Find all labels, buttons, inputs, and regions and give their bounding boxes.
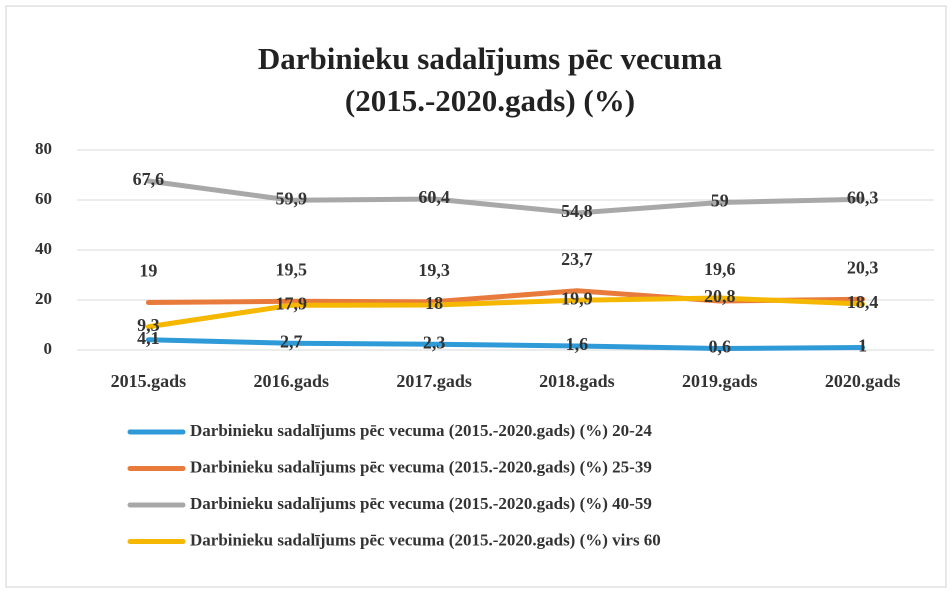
data-label: 0,6 (709, 337, 732, 357)
data-label: 60,4 (418, 187, 450, 207)
legend-label: Darbinieku sadalījums pēc vecuma (2015.-… (190, 494, 652, 513)
series-line (145, 337, 866, 351)
data-label: 20,3 (847, 257, 879, 277)
data-label: 19,9 (561, 288, 593, 308)
y-tick-label: 0 (44, 339, 53, 358)
data-label: 19,5 (276, 259, 308, 279)
x-tick-label: 2018.gads (539, 371, 615, 391)
x-tick-label: 2019.gads (682, 371, 758, 391)
legend-label: Darbinieku sadalījums pēc vecuma (2015.-… (190, 457, 652, 476)
data-label: 18,4 (847, 292, 879, 312)
data-label: 67,6 (133, 169, 165, 189)
data-label: 59,9 (276, 188, 308, 208)
chart-border (5, 5, 947, 588)
legend-label: Darbinieku sadalījums pēc vecuma (2015.-… (190, 530, 661, 549)
legend-label: Darbinieku sadalījums pēc vecuma (2015.-… (190, 421, 652, 440)
chart-title: Darbinieku sadalījums pēc vecuma (2015.-… (257, 41, 723, 118)
data-label: 23,7 (561, 249, 593, 269)
y-tick-label: 40 (35, 239, 52, 258)
data-label: 20,8 (704, 286, 736, 306)
data-label: 4,1 (137, 328, 160, 348)
data-label: 19,3 (418, 260, 450, 280)
data-label: 54,8 (561, 201, 593, 221)
data-label: 59 (711, 191, 729, 211)
x-tick-label: 2017.gads (396, 371, 472, 391)
data-label: 2,3 (423, 332, 446, 352)
data-label: 1,6 (566, 334, 589, 354)
x-tick-label: 2015.gads (111, 371, 187, 391)
data-label: 18 (425, 293, 443, 313)
data-label: 19 (139, 261, 157, 281)
data-label: 60,3 (847, 187, 879, 207)
data-label: 9,3 (137, 315, 160, 335)
data-label: 1 (858, 336, 867, 356)
y-tick-label: 60 (35, 189, 52, 208)
x-tick-label: 2020.gads (825, 371, 901, 391)
data-label: 2,7 (280, 331, 303, 351)
series-line (145, 178, 866, 216)
data-label: 17,9 (276, 293, 308, 313)
y-tick-label: 20 (35, 289, 52, 308)
series-line (145, 295, 866, 330)
x-tick-label: 2016.gads (253, 371, 329, 391)
data-label: 19,6 (704, 259, 736, 279)
y-tick-label: 80 (35, 139, 52, 158)
